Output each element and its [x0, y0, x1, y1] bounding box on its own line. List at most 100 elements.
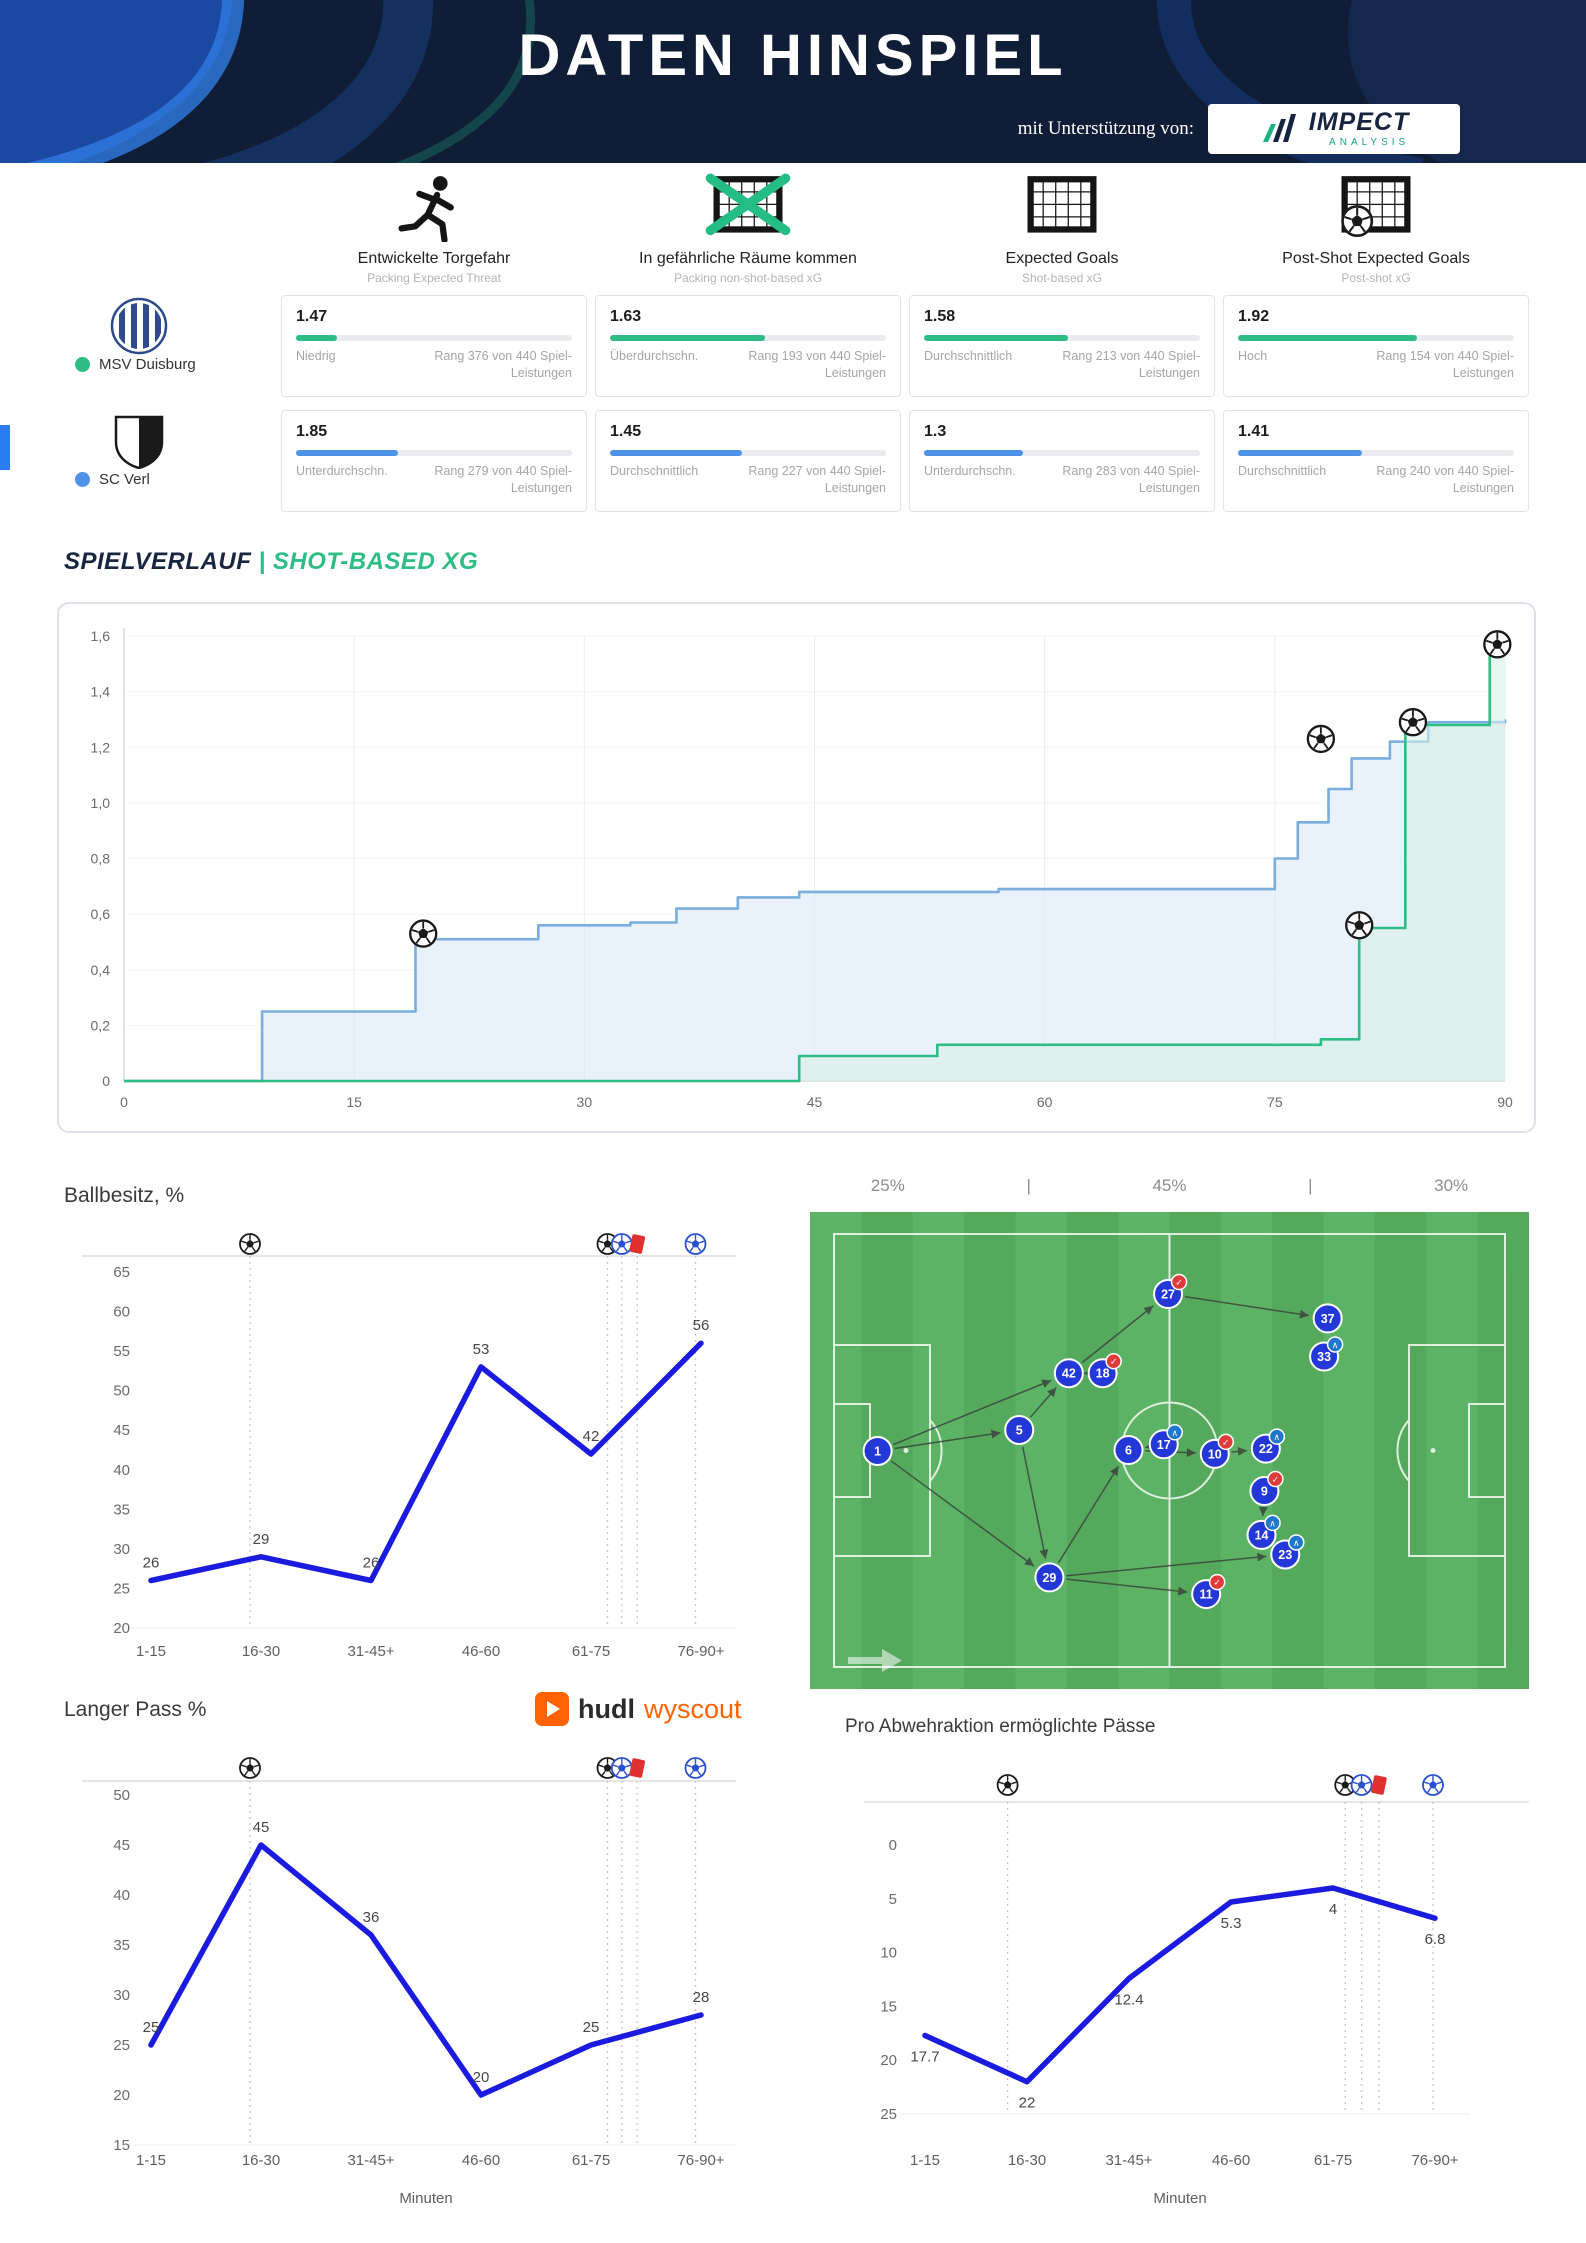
- chart-text: 5: [889, 1891, 897, 1908]
- chart-text: 17.7: [910, 2048, 939, 2065]
- chart-text: 20: [113, 2087, 130, 2104]
- player-marker-37: 37: [1312, 1303, 1343, 1334]
- chart-text: ✓: [1272, 1475, 1280, 1485]
- chart-text: 26: [143, 1555, 160, 1572]
- chart-text: 14: [1255, 1528, 1269, 1542]
- chart-text: 29: [1042, 1571, 1056, 1585]
- pass-arrow: [1066, 1578, 1188, 1596]
- chart-text: 46-60: [462, 2152, 500, 2169]
- chart-text: 26: [363, 1555, 380, 1572]
- pass-arrow: [1184, 1295, 1310, 1319]
- chart-text: 5.3: [1221, 1915, 1242, 1932]
- chart-text: 1-15: [136, 1643, 166, 1660]
- chart-text: 76-90+: [677, 2152, 724, 2169]
- header-decoration: [0, 0, 1586, 163]
- pass-arrow: [1081, 1305, 1154, 1364]
- possession-chart-title: Ballbesitz, %: [64, 1184, 185, 1207]
- metric-subtitle: Shot-based xG: [1021, 271, 1103, 285]
- metric-card: 1.45 Durchschnittlich Rang 227 von 440 Spi…: [595, 410, 901, 512]
- chart-text: 18: [1096, 1367, 1110, 1381]
- metric-card: 1.41 Durchschnittlich Rang 240 von 440 Spi…: [1223, 410, 1529, 512]
- chart-text: 42: [1062, 1367, 1076, 1381]
- pitch-zone-percentages: 25% | 45% | 30%: [810, 1176, 1529, 1196]
- metric-rank: Rang 279 von 440 Spiel- Leistungen: [434, 464, 572, 495]
- metric-card: 1.3 Unterdurchschn. Rang 283 von 440 Spiel…: [909, 410, 1215, 512]
- red-card-icon: [1371, 1775, 1387, 1795]
- chart-text: 33: [1317, 1350, 1331, 1364]
- player-marker-33: 33∧: [1309, 1336, 1344, 1372]
- chart-text: 31-45+: [1105, 2152, 1152, 2169]
- page-title: DATEN HINSPIEL: [518, 23, 1068, 88]
- metric-progress-bar: [924, 335, 1200, 341]
- chart-text: Minuten: [1153, 2190, 1206, 2207]
- chart-text: 45: [253, 1819, 270, 1836]
- metric-rank: Rang 154 von 440 Spiel- Leistungen: [1376, 349, 1514, 380]
- chart-text: 1,2: [91, 739, 111, 755]
- metric-title: In gefährliche Räume kommen: [639, 250, 857, 267]
- metric-rank: Rang 376 von 440 Spiel- Leistungen: [434, 349, 572, 380]
- chart-text: 0: [120, 1094, 128, 1110]
- team-row-msv: MSV Duisburg: [75, 356, 196, 373]
- metric-value: 1.47: [296, 308, 328, 325]
- metric-rating-label: Hoch: [1238, 349, 1268, 363]
- msv-team-name: MSV Duisburg: [99, 356, 196, 373]
- pass-arrow: [1066, 1552, 1267, 1577]
- pass-arrow: [893, 1379, 1052, 1446]
- verl-color-dot: [75, 472, 90, 487]
- soccer-ball-blue-icon: [610, 1233, 633, 1255]
- chart-text: 16-30: [1008, 2152, 1046, 2169]
- chart-text: 28: [693, 1989, 710, 2006]
- defensive-action-chart: 0 5 10 15 20 25 1-15 16-30 31-45+ 46-60 61-75 76-90…: [864, 1774, 1529, 2207]
- runner-icon: [398, 176, 454, 242]
- chart-text: 0,4: [91, 962, 111, 978]
- player-marker-27: 27✓: [1153, 1273, 1188, 1310]
- metric-columns: Entwickelte Torgefahr Packing Expected Th…: [281, 168, 1529, 285]
- substitution-red-icon: [1217, 1433, 1235, 1451]
- substitution-red-icon: [1170, 1273, 1188, 1291]
- chart-text: 12.4: [1114, 1991, 1143, 2008]
- chart-text: 76-90+: [677, 1643, 724, 1660]
- soccer-ball-icon: [1398, 708, 1428, 737]
- verl-team-name: SC Verl: [99, 471, 150, 488]
- metric-column: Expected Goals Shot-based xG: [909, 168, 1215, 285]
- metric-progress-bar: [610, 335, 886, 341]
- chart-text: 60: [1037, 1094, 1053, 1110]
- pass-arrow: [1021, 1446, 1049, 1559]
- impect-sub: ANALYSIS: [1329, 137, 1410, 148]
- metric-rank: Rang 240 von 440 Spiel- Leistungen: [1376, 464, 1514, 495]
- chart-text: 25: [113, 1580, 130, 1597]
- spielverlauf-title-sep: |: [258, 548, 273, 575]
- xg-chart-panel: 0 0,2 0,4 0,6 0,8 1,0 1,2 1,4 1,6 0 15 30 45 60 75 90: [57, 602, 1536, 1133]
- chart-text: 36: [363, 1909, 380, 1926]
- chart-text: ∧: [1274, 1432, 1281, 1442]
- chart-text: 30: [113, 1541, 130, 1558]
- pass-arrow: [1029, 1387, 1057, 1418]
- chart-text: 50: [113, 1383, 130, 1400]
- chart-text: Minuten: [399, 2190, 452, 2207]
- chart-text: 16-30: [242, 1643, 280, 1660]
- player-marker-29: 29: [1034, 1562, 1065, 1593]
- metric-card: 1.85 Unterdurchschn. Rang 279 von 440 Spie…: [281, 410, 587, 512]
- metric-value: 1.85: [296, 423, 328, 440]
- metric-rating-label: Durchschnittlich: [610, 464, 699, 478]
- header: DATEN HINSPIEL mit Unterstützung von: IM…: [0, 0, 1586, 163]
- metric-rating-label: Durchschnittlich: [924, 349, 1013, 363]
- substitution-red-icon: [1267, 1470, 1284, 1488]
- chart-text: 45: [807, 1094, 823, 1110]
- metric-rating-label: Niedrig: [296, 349, 336, 363]
- chart-text: ✓: [1213, 1578, 1221, 1588]
- soccer-ball-icon: [996, 1774, 1019, 1796]
- metric-subtitle: Packing non-shot-based xG: [673, 271, 823, 285]
- player-marker-23: 23∧: [1270, 1534, 1305, 1570]
- chart-text: 4: [1329, 1901, 1337, 1918]
- chart-text: 46-60: [1212, 2152, 1250, 2169]
- direction-arrow-icon: [848, 1649, 902, 1672]
- chart-text: 1,0: [91, 795, 111, 811]
- chart-text: ∧: [1269, 1518, 1276, 1528]
- metric-card: 1.47 Niedrig Rang 376 von 440 Spiel- Leistu…: [281, 295, 587, 397]
- soccer-ball-blue-icon: [684, 1757, 707, 1779]
- chart-text: 25: [113, 2037, 130, 2054]
- soccer-ball-icon: [1341, 205, 1374, 238]
- chart-text: 61-75: [572, 2152, 610, 2169]
